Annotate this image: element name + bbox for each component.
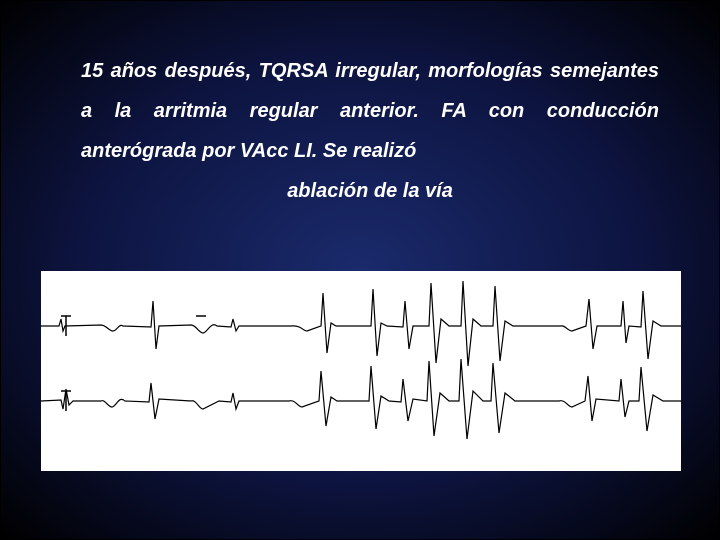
ecg-trace-lead-II — [41, 359, 681, 439]
caption-line-1: 15 años después, TQRSA irregular, morfol… — [81, 60, 543, 82]
caption-line-4: ablación de la vía — [81, 171, 659, 211]
caption-block: 15 años después, TQRSA irregular, morfol… — [81, 51, 659, 211]
slide-root: 15 años después, TQRSA irregular, morfol… — [0, 0, 720, 540]
ecg-panel — [41, 271, 681, 471]
ecg-svg — [41, 271, 681, 471]
ecg-trace-lead-I — [41, 281, 681, 366]
